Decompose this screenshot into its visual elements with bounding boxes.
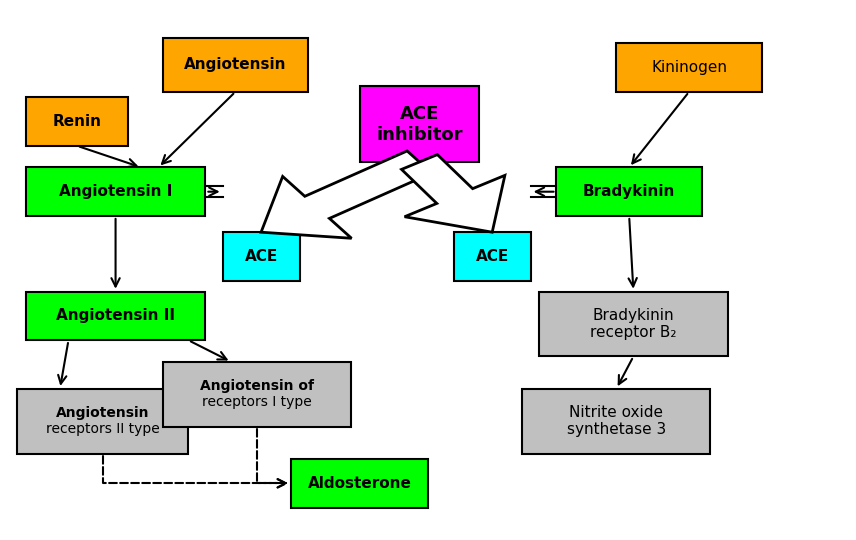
Text: Angiotensin I: Angiotensin I [59,184,172,199]
FancyBboxPatch shape [26,97,128,146]
FancyBboxPatch shape [539,292,728,356]
Polygon shape [401,154,505,232]
FancyBboxPatch shape [163,362,351,427]
Text: ACE
inhibitor: ACE inhibitor [376,105,463,144]
FancyBboxPatch shape [454,232,531,281]
FancyBboxPatch shape [616,43,762,92]
FancyBboxPatch shape [360,86,479,162]
Text: ACE: ACE [476,249,508,264]
Text: Bradykinin
receptor B₂: Bradykinin receptor B₂ [590,308,677,340]
Text: Bradykinin: Bradykinin [583,184,675,199]
FancyBboxPatch shape [17,389,188,454]
FancyBboxPatch shape [26,292,205,340]
FancyBboxPatch shape [556,167,702,216]
Text: Angiotensin of: Angiotensin of [199,379,314,393]
Text: Angiotensin II: Angiotensin II [56,308,175,323]
Text: Angiotensin: Angiotensin [184,57,287,72]
FancyBboxPatch shape [163,38,308,92]
Text: Angiotensin: Angiotensin [56,406,150,420]
Text: receptors I type: receptors I type [202,395,312,409]
FancyBboxPatch shape [26,167,205,216]
Text: receptors II type: receptors II type [46,422,159,436]
Text: Renin: Renin [52,114,102,129]
Text: Aldosterone: Aldosterone [307,476,412,491]
FancyBboxPatch shape [223,232,300,281]
FancyBboxPatch shape [291,459,428,508]
Text: ACE: ACE [245,249,277,264]
Polygon shape [261,151,431,238]
Text: Nitrite oxide
synthetase 3: Nitrite oxide synthetase 3 [567,405,666,437]
Text: Kininogen: Kininogen [651,60,727,75]
FancyBboxPatch shape [522,389,710,454]
